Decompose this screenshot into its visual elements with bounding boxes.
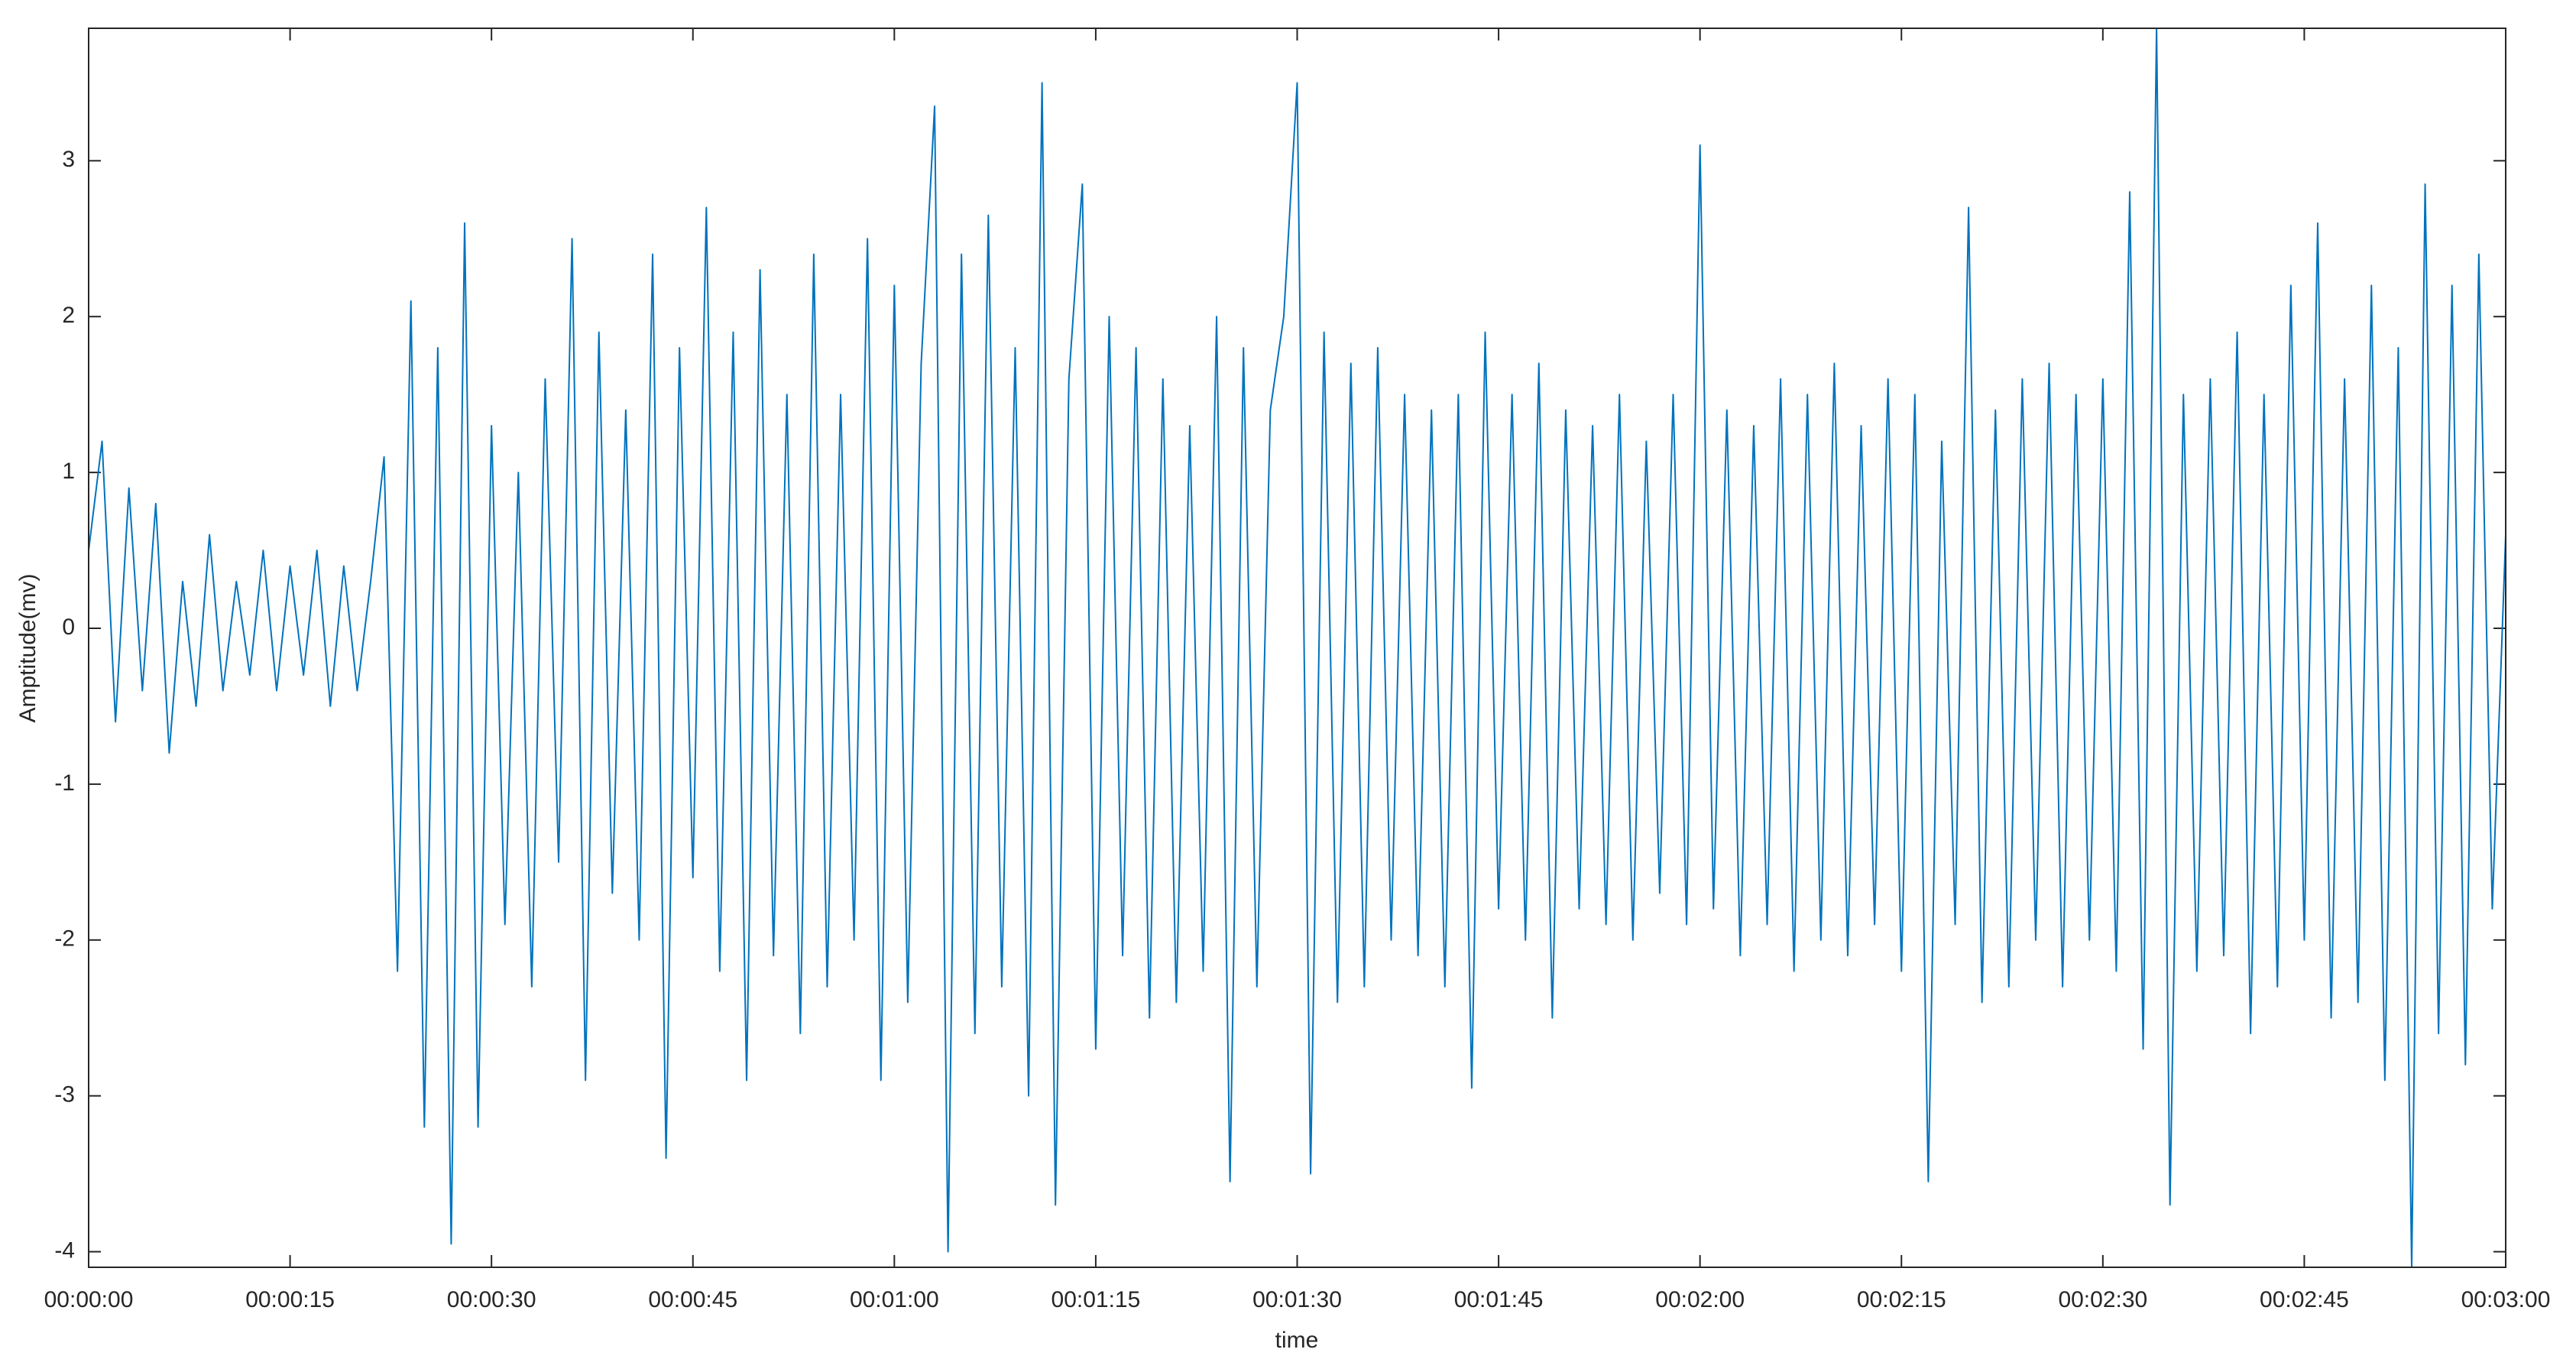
x-tick-label: 00:01:00 (850, 1287, 939, 1312)
x-tick-label: 00:00:15 (245, 1287, 335, 1312)
signal-line (89, 28, 2506, 1267)
y-tick-label: 3 (62, 147, 75, 172)
x-tick-label: 00:02:30 (2058, 1287, 2147, 1312)
y-tick-label: 1 (62, 459, 75, 484)
x-tick-label: 00:02:15 (1857, 1287, 1946, 1312)
x-tick-label: 00:00:30 (447, 1287, 536, 1312)
y-tick-label: 2 (62, 303, 75, 328)
x-tick-label: 00:03:00 (2461, 1287, 2551, 1312)
x-tick-label: 00:00:00 (44, 1287, 134, 1312)
plot-box (88, 28, 2506, 1268)
x-tick-label: 00:01:45 (1454, 1287, 1544, 1312)
y-tick-label: -1 (54, 770, 75, 796)
x-axis-label: time (1275, 1328, 1319, 1353)
y-tick-label: 0 (62, 615, 75, 640)
x-tick-label: 00:02:00 (1655, 1287, 1745, 1312)
y-tick-label: -3 (54, 1082, 75, 1108)
y-tick-label: -2 (54, 926, 75, 952)
x-tick-label: 00:01:15 (1051, 1287, 1141, 1312)
y-axis-label: Amptitude(mv) (15, 573, 41, 722)
y-tick-label: -4 (54, 1238, 75, 1263)
x-tick-label: 00:01:30 (1252, 1287, 1342, 1312)
x-tick-label: 00:00:45 (648, 1287, 737, 1312)
x-tick-label: 00:02:45 (2260, 1287, 2349, 1312)
